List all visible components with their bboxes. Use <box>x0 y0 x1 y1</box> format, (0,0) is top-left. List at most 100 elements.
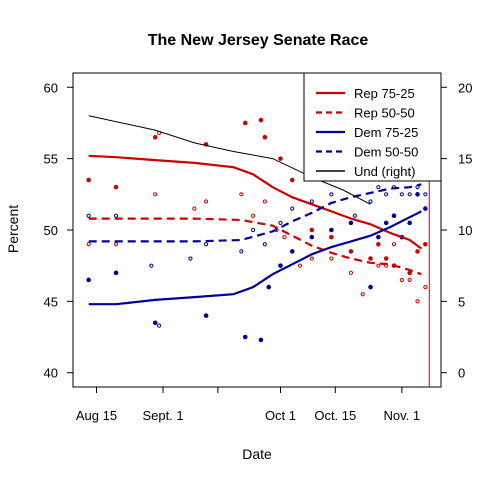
poll-point <box>113 270 119 276</box>
poll-point <box>204 242 209 247</box>
poll-point <box>360 292 365 297</box>
poll-point <box>242 120 248 126</box>
poll-point <box>329 256 334 261</box>
legend-label: Dem 50-50 <box>354 145 418 160</box>
poll-point <box>384 192 389 197</box>
poll-point <box>407 277 412 283</box>
poll-point <box>309 234 315 240</box>
y2-tick-label: 0 <box>458 366 465 381</box>
poll-point <box>415 192 420 197</box>
y-axis-left: 40 45 50 55 60 <box>44 80 73 381</box>
poll-point <box>262 242 267 247</box>
poll-point <box>423 206 428 211</box>
poll-point <box>278 263 283 268</box>
x-tick-label: Aug 15 <box>76 408 117 423</box>
legend-label: Und (right) <box>354 164 415 179</box>
poll-point <box>423 284 428 290</box>
poll-point <box>289 177 295 183</box>
poll-point <box>399 192 404 197</box>
poll-point <box>329 227 334 233</box>
x-tick-label: Sept. 1 <box>142 408 183 423</box>
y-tick-label: 40 <box>44 366 58 381</box>
poll-point <box>86 242 91 247</box>
poll-point <box>188 256 193 261</box>
y2-tick-label: 5 <box>458 294 465 309</box>
poll-point <box>86 277 91 283</box>
poll-point <box>282 235 287 240</box>
series-line <box>88 115 371 205</box>
poll-point <box>239 249 244 254</box>
poll-point <box>250 213 256 218</box>
poll-point <box>368 199 373 204</box>
poll-point <box>368 256 373 261</box>
legend: Rep 75-25 Rep 50-50 Dem 75-25 Dem 50-50 Und … <box>303 72 442 182</box>
legend-label: Rep 75-25 <box>354 86 415 101</box>
plot-area <box>72 72 442 388</box>
poll-point <box>266 284 272 290</box>
poll-point <box>258 117 264 123</box>
poll-point <box>348 249 354 254</box>
poll-point <box>297 263 303 268</box>
x-tick-label: Oct 1 <box>265 408 296 423</box>
series-line <box>88 210 422 306</box>
poll-point <box>352 213 357 218</box>
y-axis-right: 0 5 10 15 20 <box>441 80 472 381</box>
x-tick-label: Oct. 15 <box>314 408 356 423</box>
poll-point <box>309 227 315 233</box>
poll-point <box>204 199 209 204</box>
poll-point <box>376 234 381 240</box>
poll-point <box>152 134 158 140</box>
poll-point <box>423 241 428 247</box>
poll-point <box>192 206 197 211</box>
x-tick-label: Nov. 1 <box>384 408 421 423</box>
poll-point <box>278 220 283 225</box>
poll-point <box>250 227 256 233</box>
poll-point <box>262 199 267 204</box>
y2-tick-label: 15 <box>458 152 472 167</box>
poll-point <box>152 320 158 326</box>
poll-point <box>258 337 264 343</box>
y2-tick-label: 10 <box>458 223 472 238</box>
poll-point <box>383 220 389 226</box>
poll-point <box>149 263 154 268</box>
poll-point <box>415 249 420 254</box>
series-line <box>88 183 422 243</box>
poll-point <box>157 323 162 328</box>
poll-point <box>86 177 91 183</box>
y-axis-label: Percent <box>5 205 21 253</box>
poll-point <box>376 263 381 268</box>
y-tick-label: 45 <box>44 294 58 309</box>
poll-point <box>399 277 404 283</box>
poll-point <box>278 156 283 161</box>
poll-point <box>113 242 119 247</box>
poll-point <box>329 234 334 240</box>
poll-point <box>407 220 412 226</box>
poll-point <box>329 192 334 197</box>
poll-point <box>391 213 397 219</box>
poll-point <box>391 242 397 247</box>
lines-layer <box>88 115 423 306</box>
poll-point <box>376 241 381 247</box>
y-tick-label: 50 <box>44 223 58 238</box>
poll-point <box>309 256 314 261</box>
x-axis-label: Date <box>242 446 272 462</box>
poll-point <box>376 185 381 190</box>
poll-point <box>242 334 248 340</box>
y-tick-label: 60 <box>44 80 58 95</box>
y2-tick-label: 20 <box>458 80 472 95</box>
x-axis: Aug 15 Sept. 1 Oct 1 Oct. 15 Nov. 1 <box>76 387 420 423</box>
poll-point <box>348 270 354 275</box>
y-tick-label: 55 <box>44 152 58 167</box>
poll-point <box>290 206 295 211</box>
legend-label: Rep 50-50 <box>354 106 415 121</box>
legend-box <box>303 72 442 182</box>
poll-point <box>239 192 244 197</box>
poll-point <box>289 249 295 254</box>
poll-point <box>348 220 354 226</box>
poll-point <box>407 192 412 197</box>
poll-point <box>383 256 389 261</box>
series-line <box>88 217 422 276</box>
legend-label: Dem 75-25 <box>354 125 418 140</box>
poll-point <box>415 299 420 304</box>
